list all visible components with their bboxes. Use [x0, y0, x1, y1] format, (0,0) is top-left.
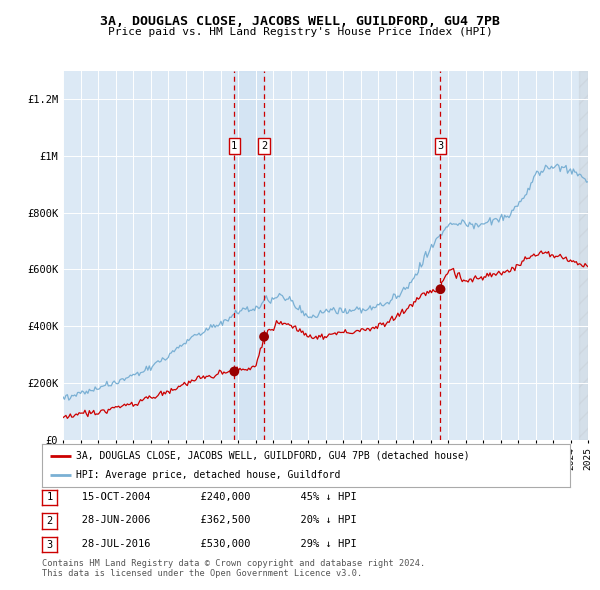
Point — [230, 367, 239, 376]
Text: 2: 2 — [46, 516, 53, 526]
Point — [259, 332, 269, 342]
Bar — [235, 71, 264, 440]
Text: 3A, DOUGLAS CLOSE, JACOBS WELL, GUILDFORD, GU4 7PB (detached house): 3A, DOUGLAS CLOSE, JACOBS WELL, GUILDFOR… — [76, 451, 470, 461]
Text: 3: 3 — [437, 141, 443, 151]
Text: 1: 1 — [46, 493, 53, 502]
Text: Contains HM Land Registry data © Crown copyright and database right 2024.: Contains HM Land Registry data © Crown c… — [42, 559, 425, 568]
Text: This data is licensed under the Open Government Licence v3.0.: This data is licensed under the Open Gov… — [42, 569, 362, 578]
Text: 15-OCT-2004        £240,000        45% ↓ HPI: 15-OCT-2004 £240,000 45% ↓ HPI — [63, 492, 357, 502]
Text: 28-JUN-2006        £362,500        20% ↓ HPI: 28-JUN-2006 £362,500 20% ↓ HPI — [63, 516, 357, 525]
Bar — [579, 71, 588, 440]
Text: 2: 2 — [261, 141, 267, 151]
Text: 3A, DOUGLAS CLOSE, JACOBS WELL, GUILDFORD, GU4 7PB: 3A, DOUGLAS CLOSE, JACOBS WELL, GUILDFOR… — [100, 15, 500, 28]
Text: 28-JUL-2016        £530,000        29% ↓ HPI: 28-JUL-2016 £530,000 29% ↓ HPI — [63, 539, 357, 549]
Point — [436, 284, 445, 294]
Text: 3: 3 — [46, 540, 53, 549]
Text: Price paid vs. HM Land Registry's House Price Index (HPI): Price paid vs. HM Land Registry's House … — [107, 27, 493, 37]
Text: HPI: Average price, detached house, Guildford: HPI: Average price, detached house, Guil… — [76, 470, 341, 480]
Text: 1: 1 — [231, 141, 238, 151]
